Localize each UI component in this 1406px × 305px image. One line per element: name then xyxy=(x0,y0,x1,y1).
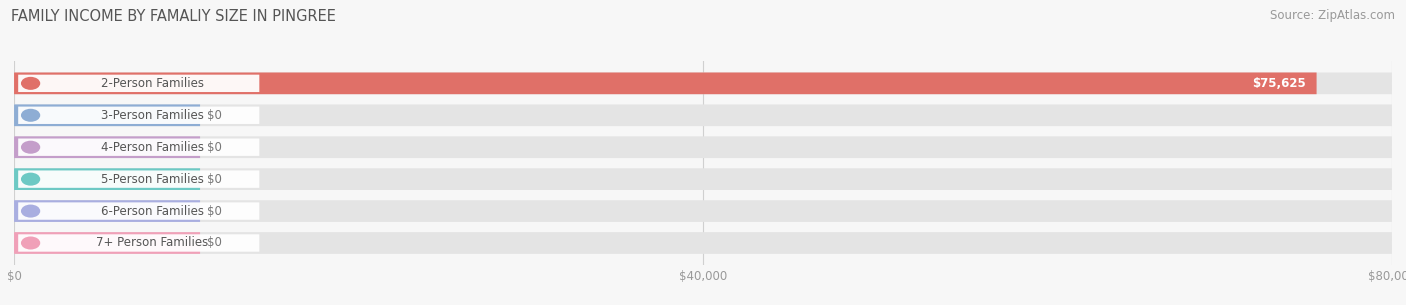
Text: 6-Person Families: 6-Person Families xyxy=(101,205,204,217)
FancyBboxPatch shape xyxy=(18,170,259,188)
FancyBboxPatch shape xyxy=(14,136,200,158)
Text: FAMILY INCOME BY FAMALIY SIZE IN PINGREE: FAMILY INCOME BY FAMALIY SIZE IN PINGREE xyxy=(11,9,336,24)
Ellipse shape xyxy=(21,141,41,154)
Text: $0: $0 xyxy=(207,141,222,154)
FancyBboxPatch shape xyxy=(14,104,1392,126)
FancyBboxPatch shape xyxy=(18,203,259,220)
Text: $75,625: $75,625 xyxy=(1251,77,1306,90)
FancyBboxPatch shape xyxy=(14,200,200,222)
FancyBboxPatch shape xyxy=(14,136,1392,158)
FancyBboxPatch shape xyxy=(14,73,1392,94)
FancyBboxPatch shape xyxy=(14,232,1392,254)
Text: 4-Person Families: 4-Person Families xyxy=(101,141,204,154)
FancyBboxPatch shape xyxy=(14,200,1392,222)
Text: $0: $0 xyxy=(207,236,222,249)
FancyBboxPatch shape xyxy=(18,106,259,124)
FancyBboxPatch shape xyxy=(14,168,200,190)
Ellipse shape xyxy=(21,205,41,217)
FancyBboxPatch shape xyxy=(18,234,259,252)
Text: Source: ZipAtlas.com: Source: ZipAtlas.com xyxy=(1270,9,1395,22)
FancyBboxPatch shape xyxy=(18,75,259,92)
Text: 7+ Person Families: 7+ Person Families xyxy=(97,236,208,249)
Text: 3-Person Families: 3-Person Families xyxy=(101,109,204,122)
Ellipse shape xyxy=(21,173,41,186)
FancyBboxPatch shape xyxy=(14,73,1316,94)
FancyBboxPatch shape xyxy=(14,168,1392,190)
Ellipse shape xyxy=(21,77,41,90)
Text: $0: $0 xyxy=(207,109,222,122)
FancyBboxPatch shape xyxy=(18,138,259,156)
Ellipse shape xyxy=(21,109,41,122)
Text: $0: $0 xyxy=(207,173,222,186)
Text: 2-Person Families: 2-Person Families xyxy=(101,77,204,90)
Ellipse shape xyxy=(21,236,41,249)
FancyBboxPatch shape xyxy=(14,104,200,126)
Text: 5-Person Families: 5-Person Families xyxy=(101,173,204,186)
Text: $0: $0 xyxy=(207,205,222,217)
FancyBboxPatch shape xyxy=(14,232,200,254)
